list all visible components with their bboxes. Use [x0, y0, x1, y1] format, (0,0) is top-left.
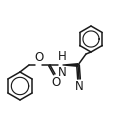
Text: N: N: [74, 80, 83, 93]
Text: N: N: [57, 65, 66, 78]
Text: O: O: [34, 51, 43, 64]
Text: O: O: [51, 76, 60, 89]
Polygon shape: [62, 63, 77, 67]
Text: H: H: [57, 50, 66, 63]
